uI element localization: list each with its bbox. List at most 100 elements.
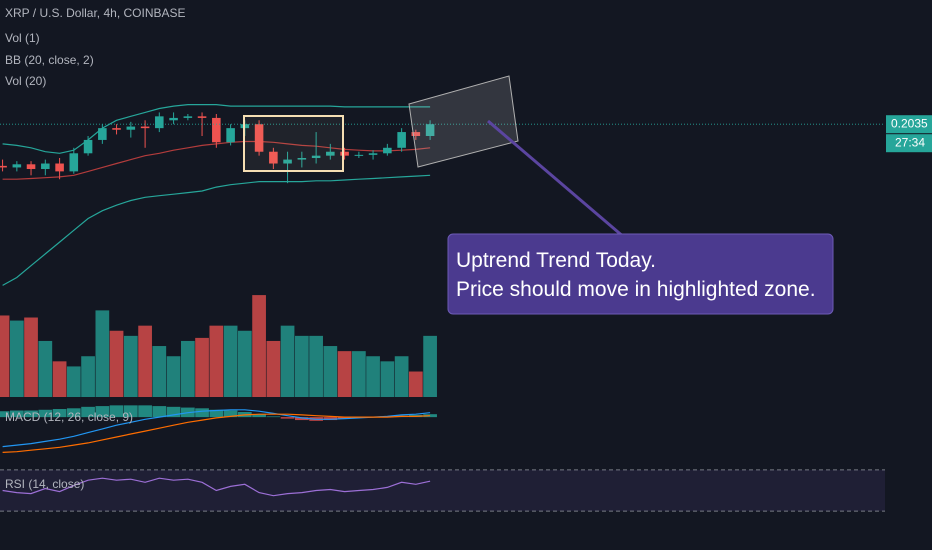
volume-bar bbox=[252, 295, 266, 397]
volume-bar bbox=[423, 335, 437, 397]
macd-histogram bbox=[52, 409, 67, 418]
volume-bar bbox=[352, 351, 366, 397]
candle-body bbox=[55, 163, 64, 172]
macd-histogram bbox=[280, 417, 295, 419]
candle-body bbox=[212, 117, 221, 143]
volume-bar bbox=[95, 310, 110, 397]
volume-bar bbox=[109, 330, 124, 397]
macd-histogram bbox=[337, 417, 352, 419]
countdown-box bbox=[886, 134, 932, 153]
macd-histogram bbox=[223, 410, 238, 418]
macd-histogram bbox=[66, 408, 81, 418]
volume-bar bbox=[323, 346, 338, 397]
candle-body bbox=[326, 151, 335, 156]
candle-body bbox=[155, 116, 164, 129]
candle-body bbox=[112, 128, 121, 130]
indicator-label: Vol (1) bbox=[5, 31, 40, 45]
volume-bar bbox=[237, 330, 252, 397]
volume-bar bbox=[337, 351, 352, 397]
volume-bar bbox=[223, 325, 238, 397]
macd-histogram bbox=[123, 405, 138, 418]
candle-body bbox=[297, 158, 307, 160]
indicator-label: Vol (20) bbox=[5, 74, 46, 88]
volume-bar bbox=[166, 356, 181, 397]
candle-body bbox=[69, 153, 79, 172]
candle-body bbox=[283, 159, 292, 164]
highlight-box bbox=[243, 115, 344, 172]
arrow bbox=[487, 119, 626, 240]
volume-bar bbox=[0, 315, 10, 397]
volume-bar bbox=[366, 356, 380, 397]
candle-body bbox=[41, 163, 50, 170]
plot bbox=[0, 104, 885, 512]
macd-histogram bbox=[266, 416, 281, 418]
volume-bar bbox=[280, 325, 295, 397]
volume-bar bbox=[266, 340, 281, 397]
callout-text: Price should move in highlighted zone. bbox=[456, 278, 816, 301]
candle-body bbox=[226, 128, 235, 143]
candle-body bbox=[0, 165, 7, 168]
macd-histogram bbox=[38, 409, 53, 418]
macd-histogram bbox=[195, 408, 209, 418]
volume-bar bbox=[24, 317, 38, 397]
target-zone bbox=[408, 75, 519, 168]
candle-body bbox=[83, 139, 93, 154]
candle-body bbox=[197, 116, 207, 118]
volume-bar bbox=[52, 361, 67, 397]
candle-body bbox=[397, 132, 406, 148]
candle-body bbox=[368, 153, 378, 155]
candle-body bbox=[183, 116, 193, 118]
candle-body bbox=[425, 124, 435, 137]
macd-line bbox=[2, 413, 431, 453]
indicator-label: MACD (12, 26, close, 9) bbox=[5, 410, 133, 424]
macd-histogram bbox=[24, 410, 38, 418]
macd-histogram bbox=[209, 409, 224, 418]
rsi-line bbox=[2, 477, 431, 497]
macd-histogram bbox=[81, 406, 95, 418]
volume-bar bbox=[394, 356, 409, 397]
macd-histogram bbox=[423, 414, 437, 418]
candle-body bbox=[254, 124, 264, 152]
candle-body bbox=[383, 147, 392, 154]
volume-bar bbox=[309, 335, 323, 397]
candle-body bbox=[98, 128, 107, 140]
candle-body bbox=[169, 117, 178, 121]
macd-histogram bbox=[323, 417, 338, 421]
volume-bar bbox=[9, 320, 24, 397]
candle-body bbox=[269, 151, 278, 164]
callout-text: Uptrend Trend Today. bbox=[456, 249, 656, 272]
indicator-label: RSI (14, close) bbox=[5, 477, 84, 491]
volume-bar bbox=[81, 356, 95, 397]
candle-body bbox=[411, 132, 421, 137]
volume-bar bbox=[209, 325, 224, 397]
candle-body bbox=[311, 155, 321, 159]
candle-body bbox=[126, 126, 136, 130]
volume-bar bbox=[408, 371, 423, 397]
volume-bar bbox=[38, 340, 53, 397]
callout bbox=[447, 233, 834, 315]
bb-line bbox=[2, 174, 431, 286]
macd-histogram bbox=[152, 406, 167, 418]
volume-bar bbox=[294, 335, 309, 397]
last-price-label: 0.2035 bbox=[891, 116, 928, 130]
macd-histogram bbox=[166, 406, 181, 418]
axis: 0.2035 27:34 bbox=[886, 115, 932, 153]
volume-bar bbox=[152, 346, 167, 397]
volume-bar bbox=[380, 361, 395, 397]
volume-bar bbox=[138, 325, 152, 397]
chart-title: XRP / U.S. Dollar, 4h, COINBASE bbox=[5, 6, 186, 20]
candle-body bbox=[140, 126, 150, 129]
macd-histogram bbox=[9, 410, 24, 418]
macd-line bbox=[2, 409, 431, 448]
volume-bar bbox=[66, 366, 81, 397]
last-price-box bbox=[886, 115, 932, 134]
candle-body bbox=[354, 154, 364, 156]
candle-body bbox=[26, 164, 36, 170]
candle-body bbox=[340, 151, 349, 156]
macd-histogram bbox=[252, 414, 266, 418]
rsi-band bbox=[0, 469, 885, 512]
volume-bar bbox=[195, 337, 209, 397]
volume-bar bbox=[123, 335, 138, 397]
volume-bar bbox=[181, 340, 195, 397]
